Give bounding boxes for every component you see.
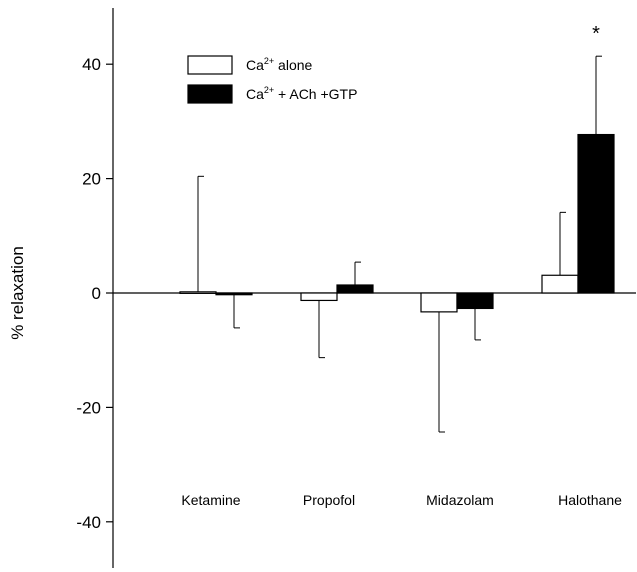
category-labels: Ketamine Propofol Midazolam Halothane bbox=[181, 492, 622, 508]
y-tick-label: 20 bbox=[82, 170, 101, 189]
y-tick-label: 40 bbox=[82, 55, 101, 74]
bar-propofol-series-2 bbox=[336, 284, 374, 294]
y-tick-label: -20 bbox=[76, 398, 101, 417]
annotations: * bbox=[592, 23, 600, 45]
legend-swatch-series-1 bbox=[187, 55, 233, 75]
bars bbox=[179, 133, 615, 313]
legend-label-series-2: Ca2+ + ACh +GTP bbox=[246, 85, 357, 102]
significance-asterisk: * bbox=[592, 23, 600, 45]
y-tick-label: -40 bbox=[76, 513, 101, 532]
bar-midazolam-series-2 bbox=[456, 292, 494, 310]
error-bars bbox=[197, 55, 602, 433]
legend-swatch-series-2 bbox=[187, 84, 233, 104]
legend-label-series-1: Ca2+ alone bbox=[246, 56, 313, 73]
category-label-halothane: Halothane bbox=[558, 492, 622, 508]
bar-propofol-series-1 bbox=[300, 292, 338, 302]
legend: Ca2+ alone Ca2+ + ACh +GTP bbox=[187, 55, 357, 104]
bar-halothane-series-1 bbox=[541, 274, 579, 294]
bar-midazolam-series-1 bbox=[420, 292, 458, 313]
category-label-midazolam: Midazolam bbox=[426, 492, 494, 508]
bar-halothane-series-2 bbox=[577, 133, 615, 294]
category-label-propofol: Propofol bbox=[303, 492, 355, 508]
bar-ketamine-series-2 bbox=[215, 292, 253, 296]
y-tick-label: 0 bbox=[92, 284, 101, 303]
bar-ketamine-series-1 bbox=[179, 291, 217, 294]
category-label-ketamine: Ketamine bbox=[181, 492, 240, 508]
y-axis-title: % relaxation bbox=[8, 246, 27, 340]
